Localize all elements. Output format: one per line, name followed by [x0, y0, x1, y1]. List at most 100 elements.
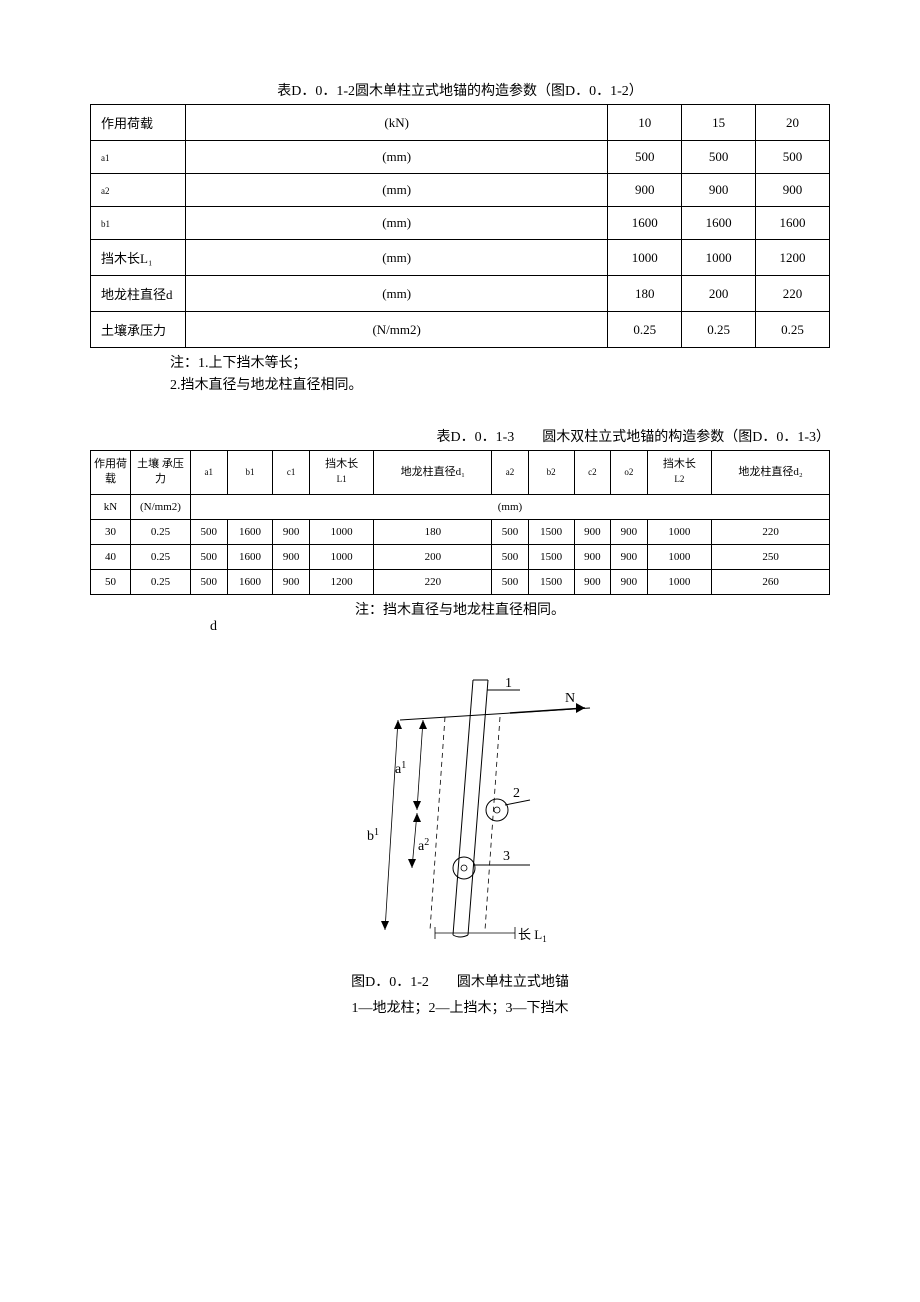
figure-d-label: d: [210, 619, 830, 635]
table1-cell-label: b1: [91, 207, 186, 240]
t2-h-c1: c1: [273, 451, 310, 495]
table2-cell: 900: [273, 519, 310, 544]
table1-cell-v: 180: [608, 276, 682, 312]
table1: 作用荷载(kN)101520a1(mm)500500500a2(mm)90090…: [90, 104, 830, 348]
fig-label-a1: a1: [395, 760, 406, 777]
table1-cell-v: 0.25: [608, 312, 682, 348]
figure-caption-1: 图D．0．1-2 圆木单柱立式地锚: [90, 971, 830, 991]
fig-column: [453, 680, 488, 937]
table2-cell: 1500: [528, 519, 574, 544]
table2-cell: 1000: [647, 569, 712, 594]
table1-cell-v: 200: [682, 276, 756, 312]
table1-cell-label: 土壤承压力: [91, 312, 186, 348]
figure-container: N 1 2 3 a1 b1: [90, 665, 830, 1017]
t2-h-load: 作用荷载: [91, 451, 131, 495]
table1-cell-label: 地龙柱直径d: [91, 276, 186, 312]
fig-label-N: N: [565, 691, 575, 706]
t2-h-o2: o2: [611, 451, 648, 495]
fig-lower-log: [453, 857, 475, 879]
table2-cell: 250: [712, 544, 830, 569]
fig-label-2: 2: [513, 786, 520, 801]
table1-cell-unit: (N/mm2): [186, 312, 608, 348]
t2-u-kn: kN: [91, 494, 131, 519]
t2-h-L1: 挡木长L1: [309, 451, 374, 495]
table2-cell: 1000: [647, 519, 712, 544]
t2-u-soil: (N/mm2): [131, 494, 191, 519]
fig-label-1: 1: [505, 676, 512, 691]
table1-cell-v: 15: [682, 105, 756, 141]
table2-caption: 表D．0．1-3 圆木双柱立式地锚的构造参数（图D．0．1-3）: [90, 426, 830, 446]
table2-cell: 900: [574, 544, 611, 569]
t2-h-d1: 地龙柱直径d₁: [374, 451, 492, 495]
table1-cell-unit: (mm): [186, 141, 608, 174]
table2-cell: 1500: [528, 544, 574, 569]
t2-u-mm: (mm): [191, 494, 830, 519]
t2-h-c2: c2: [574, 451, 611, 495]
t2-h-b2: b2: [528, 451, 574, 495]
table2-cell: 500: [191, 519, 228, 544]
table1-cell-v: 1000: [682, 240, 756, 276]
fig-upper-log: [486, 799, 508, 821]
table1-note-1: 注：1.上下挡木等长；: [170, 352, 830, 372]
table2-cell: 900: [574, 569, 611, 594]
table1-caption: 表D．0．1-2圆木单柱立式地锚的构造参数（图D．0．1-2）: [90, 80, 830, 100]
table1-cell-label: a2: [91, 174, 186, 207]
table2-cell: 180: [374, 519, 492, 544]
table1-cell-v: 1600: [608, 207, 682, 240]
table1-cell-v: 0.25: [682, 312, 756, 348]
table2-cell: 500: [191, 569, 228, 594]
fig-label-b1: b1: [367, 827, 379, 844]
table2-cell: 500: [492, 569, 529, 594]
table2-note: 注：挡木直径与地龙柱直径相同。: [90, 599, 830, 619]
t2-h-a1: a1: [191, 451, 228, 495]
table1-cell-v: 10: [608, 105, 682, 141]
table1-cell-v: 500: [682, 141, 756, 174]
table1-cell-label: 作用荷载: [91, 105, 186, 141]
table2-cell: 0.25: [131, 569, 191, 594]
table2-cell: 0.25: [131, 519, 191, 544]
t2-h-a2: a2: [492, 451, 529, 495]
table1-cell-v: 220: [756, 276, 830, 312]
table2-cell: 1000: [309, 519, 374, 544]
t2-h-b1: b1: [227, 451, 273, 495]
table1-cell-unit: (mm): [186, 240, 608, 276]
table1-cell-v: 500: [756, 141, 830, 174]
fig-label-L: 长 L1: [518, 927, 547, 944]
table1-cell-unit: (mm): [186, 207, 608, 240]
table1-cell-v: 1200: [756, 240, 830, 276]
table1-cell-unit: (mm): [186, 174, 608, 207]
table2-cell: 30: [91, 519, 131, 544]
table1-cell-v: 1000: [608, 240, 682, 276]
table2-cell: 220: [712, 519, 830, 544]
table1-note-2: 2.挡木直径与地龙柱直径相同。: [170, 374, 830, 394]
t2-h-d2: 地龙柱直径d₂: [712, 451, 830, 495]
t2-h-L2: 挡木长L2: [647, 451, 712, 495]
table2-cell: 0.25: [131, 544, 191, 569]
table2-cell: 200: [374, 544, 492, 569]
figure-diagram: N 1 2 3 a1 b1: [290, 665, 630, 965]
table2-cell: 500: [191, 544, 228, 569]
table2-cell: 900: [611, 519, 648, 544]
table1-cell-v: 900: [756, 174, 830, 207]
table1-cell-v: 500: [608, 141, 682, 174]
table2-cell: 1200: [309, 569, 374, 594]
fig-label-a2: a2: [418, 837, 429, 854]
table2-cell: 900: [574, 519, 611, 544]
table2-cell: 900: [611, 569, 648, 594]
table2-cell: 1600: [227, 519, 273, 544]
table2-cell: 1500: [528, 569, 574, 594]
table2-cell: 40: [91, 544, 131, 569]
table1-cell-v: 0.25: [756, 312, 830, 348]
table2-cell: 260: [712, 569, 830, 594]
table2-cell: 1000: [647, 544, 712, 569]
table1-cell-label: 挡木长L₁: [91, 240, 186, 276]
table1-cell-v: 20: [756, 105, 830, 141]
table1-cell-label: a1: [91, 141, 186, 174]
table2: 作用荷载 土壤 承压力 a1 b1 c1 挡木长L1 地龙柱直径d₁ a2 b2…: [90, 450, 830, 595]
fig-label-3: 3: [503, 849, 510, 864]
table1-cell-v: 1600: [682, 207, 756, 240]
table1-cell-v: 900: [608, 174, 682, 207]
t2-h-soil: 土壤 承压力: [131, 451, 191, 495]
table2-cell: 1000: [309, 544, 374, 569]
table1-cell-unit: (mm): [186, 276, 608, 312]
